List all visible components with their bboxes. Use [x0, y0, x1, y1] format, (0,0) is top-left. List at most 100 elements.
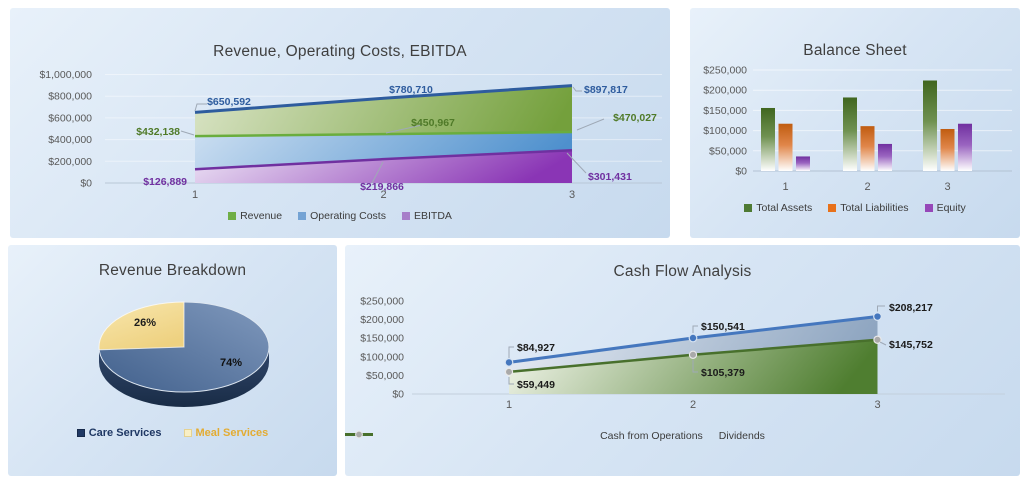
- bar-total-assets: [923, 80, 937, 171]
- legend-item-meal-services: Meal Services: [183, 427, 269, 439]
- legend-label: Total Liabilities: [840, 202, 909, 214]
- label-leader-line: [194, 103, 207, 112]
- value-label: $126,889: [143, 176, 187, 188]
- revenue-chart-legend: Revenue Operating Costs EBITDA: [10, 210, 670, 222]
- area-ebitda: [195, 150, 572, 183]
- bar-total-assets: [761, 107, 775, 171]
- marker-cash-from-operations: [504, 358, 514, 367]
- line-ebitda: [194, 149, 573, 171]
- line-revenue: [194, 84, 573, 114]
- value-label: $650,592: [207, 96, 251, 108]
- legend-marker-icon: [183, 429, 192, 437]
- value-label: $432,138: [136, 126, 180, 138]
- legend-item-revenue: Revenue: [228, 210, 282, 222]
- panel-balance-sheet: Balance Sheet $250,000 $200,000 $150,000 $1…: [690, 8, 1020, 238]
- cash-flow-line-chart: $250,000 $200,000 $150,000 $100,000 $50,000 $…: [360, 296, 1005, 411]
- revenue-breakdown-pie-chart: 26% 74%: [98, 301, 270, 407]
- legend-item-care-services: Care Services: [76, 427, 162, 439]
- x-tick-label: 2: [690, 399, 696, 411]
- legend-marker-icon: [828, 204, 837, 212]
- x-tick-label: 3: [569, 189, 575, 201]
- legend-label: Equity: [936, 202, 966, 214]
- balance-chart-legend: Total Assets Total Liabilities Equity: [690, 202, 1020, 214]
- bar-equity: [878, 143, 892, 171]
- label-leader-line: [879, 341, 887, 346]
- y-tick-label: $100,000: [703, 125, 747, 137]
- panel-revenue-operating-costs-ebitda: Revenue, Operating Costs, EBITDA $1,000,…: [10, 8, 670, 238]
- legend-marker-icon: [345, 430, 373, 439]
- legend-item-cash-from-operations: Cash from Operations: [345, 430, 703, 442]
- pie-side-3d: [99, 347, 269, 407]
- legend-marker-icon: [298, 212, 307, 220]
- y-tick-label: $400,000: [48, 134, 92, 146]
- area-between-lines: [509, 316, 878, 372]
- y-tick-label: $200,000: [48, 156, 92, 168]
- y-tick-label: $150,000: [360, 333, 404, 345]
- value-label: $59,449: [517, 379, 555, 391]
- label-leader-line: [508, 346, 514, 358]
- x-tick-label: 2: [380, 189, 386, 201]
- value-label: $84,927: [517, 342, 555, 354]
- x-tick-label: 3: [944, 181, 950, 193]
- label-leader-line: [371, 161, 384, 184]
- y-tick-label: $100,000: [360, 351, 404, 363]
- bar-total-assets: [843, 97, 857, 171]
- cashflow-chart-legend: Cash from Operations Dividends: [345, 430, 1020, 442]
- y-tick-label: $50,000: [709, 145, 747, 157]
- legend-item-total-liabilities: Total Liabilities: [828, 202, 909, 214]
- y-tick-label: $250,000: [703, 65, 747, 77]
- bar-total-liabilities: [940, 128, 955, 171]
- line-operating-costs: [194, 130, 573, 138]
- y-tick-label: $150,000: [703, 105, 747, 117]
- legend-marker-icon: [401, 212, 410, 220]
- x-tick-label: 2: [864, 181, 870, 193]
- value-label: $780,710: [389, 84, 433, 96]
- pie-slice-meal-services: [98, 301, 185, 351]
- label-leader-line: [692, 325, 698, 333]
- legend-item-operating-costs: Operating Costs: [298, 210, 386, 222]
- x-tick-label: 1: [506, 399, 512, 411]
- y-tick-label: $0: [735, 166, 747, 178]
- value-label: $897,817: [584, 84, 628, 96]
- legend-marker-icon: [744, 204, 753, 212]
- pie-label-care-services: 74%: [220, 357, 242, 369]
- pie-chart-title: Revenue Breakdown: [98, 262, 247, 279]
- value-label: $105,379: [701, 367, 745, 379]
- value-label: $301,431: [588, 171, 632, 183]
- legend-label: EBITDA: [413, 210, 452, 222]
- cashflow-chart-title: Cash Flow Analysis: [613, 263, 752, 280]
- revenue-chart-title: Revenue, Operating Costs, EBITDA: [213, 43, 467, 60]
- legend-marker-icon: [76, 429, 85, 437]
- label-leader-line: [566, 152, 587, 174]
- legend-label: Operating Costs: [310, 210, 386, 222]
- revenue-area-chart: $1,000,000 $800,000 $600,000 $400,000 $200,0…: [39, 69, 662, 201]
- legend-label: Meal Services: [195, 427, 269, 439]
- label-leader-line: [576, 118, 605, 131]
- value-label: $145,752: [889, 339, 933, 351]
- value-label: $470,027: [613, 112, 657, 124]
- label-leader-line: [180, 130, 195, 136]
- panel-revenue-breakdown: Revenue Breakdown 26% 74% Care Services Me…: [8, 245, 337, 476]
- legend-label: Revenue: [240, 210, 283, 222]
- pie-label-meal-services: 26%: [134, 317, 156, 329]
- marker-cash-from-operations: [873, 312, 882, 321]
- x-tick-label: 3: [874, 399, 880, 411]
- legend-item-ebitda: EBITDA: [401, 210, 452, 222]
- value-label: $219,866: [360, 181, 404, 193]
- y-tick-label: $800,000: [48, 91, 92, 103]
- panel-cash-flow-analysis: Cash Flow Analysis $250,000 $200,000 $150,…: [345, 245, 1020, 476]
- label-leader-line: [385, 124, 423, 134]
- label-leader-line: [692, 360, 698, 373]
- marker-dividends: [688, 350, 698, 359]
- balance-chart-title: Balance Sheet: [803, 42, 907, 59]
- value-label: $150,541: [701, 321, 745, 333]
- bar-equity: [958, 123, 972, 171]
- legend-label: Care Services: [88, 427, 162, 439]
- legend-label: Dividends: [718, 430, 765, 442]
- y-tick-label: $250,000: [360, 296, 404, 308]
- y-tick-label: $0: [80, 178, 92, 190]
- y-tick-label: $200,000: [703, 85, 747, 97]
- value-label: $208,217: [889, 302, 933, 314]
- y-tick-label: $0: [392, 389, 404, 401]
